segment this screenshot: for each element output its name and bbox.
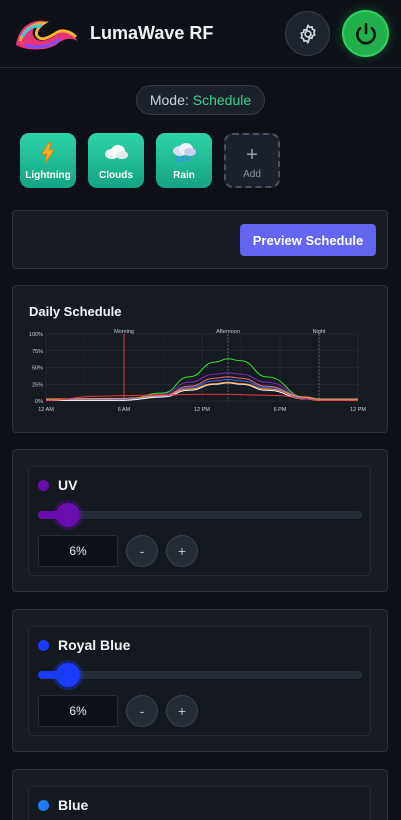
royal-blue-value-field[interactable]: 6% xyxy=(38,695,118,727)
royal-blue-slider-fill xyxy=(38,671,68,679)
y-tick-label: 100% xyxy=(29,332,43,338)
rain-icon xyxy=(173,143,196,162)
x-tick-label: 6 AM xyxy=(118,407,131,413)
blue-color-dot xyxy=(38,800,49,811)
lightning-label: Lightning xyxy=(25,170,71,181)
rain-label: Rain xyxy=(173,170,195,181)
schedule-card xyxy=(12,285,388,433)
rain-button[interactable]: Rain xyxy=(156,133,212,188)
series-line xyxy=(45,381,358,400)
y-tick-label: 75% xyxy=(32,349,43,355)
royal-blue-channel-name: Royal Blue xyxy=(58,637,131,653)
series-line xyxy=(46,379,358,401)
plus-icon: + xyxy=(246,144,258,166)
uv-slider-fill xyxy=(38,511,68,519)
x-tick-label: 6 PM xyxy=(274,407,287,413)
period-marker-label: Morning xyxy=(114,329,134,335)
x-tick-label: 12 PM xyxy=(350,407,366,413)
mode-value: Schedule xyxy=(192,92,252,108)
uv-increment-button[interactable]: + xyxy=(166,535,198,567)
y-tick-label: 25% xyxy=(32,382,43,388)
power-button[interactable] xyxy=(342,10,389,57)
x-tick-label: 12 PM xyxy=(194,407,210,413)
lightning-button[interactable]: Lightning xyxy=(20,133,76,188)
add-effect-button[interactable]: + Add xyxy=(224,133,280,188)
app-header: LumaWave RF xyxy=(0,0,401,68)
x-tick-label: 12 AM xyxy=(38,407,54,413)
royal-blue-color-dot xyxy=(38,640,49,651)
period-marker-label: Night xyxy=(313,329,326,335)
period-marker-label: Afternoon xyxy=(216,329,240,335)
settings-button[interactable] xyxy=(285,11,330,56)
uv-slider[interactable] xyxy=(38,503,362,527)
uv-slider-thumb[interactable] xyxy=(56,503,80,527)
app-title: LumaWave RF xyxy=(90,23,214,43)
clouds-icon xyxy=(105,145,128,159)
blue-channel-name: Blue xyxy=(58,797,89,813)
add-label: Add xyxy=(243,169,261,180)
uv-color-dot xyxy=(38,480,49,491)
royal-blue-slider[interactable] xyxy=(38,663,362,687)
clouds-button[interactable]: Clouds xyxy=(88,133,144,188)
mode-label: Mode: xyxy=(149,92,189,108)
mode-indicator: Mode: Schedule xyxy=(136,85,265,115)
uv-channel-name: UV xyxy=(58,477,78,493)
y-tick-label: 50% xyxy=(32,366,43,372)
uv-value-field[interactable]: 6% xyxy=(38,535,118,567)
royal-blue-increment-button[interactable]: + xyxy=(166,695,198,727)
preview-schedule-button[interactable]: Preview Schedule xyxy=(240,224,376,256)
royal-blue-slider-thumb[interactable] xyxy=(56,663,80,687)
y-tick-label: 0% xyxy=(35,399,43,405)
uv-decrement-button[interactable]: - xyxy=(126,535,158,567)
daily-schedule-chart: 0% 25% 50% 75% 100% 12 AM 6 AM 12 PM 6 PM 12 PM Mo… xyxy=(29,329,366,413)
royal-blue-decrement-button[interactable]: - xyxy=(126,695,158,727)
power-icon xyxy=(355,22,376,44)
lightning-icon xyxy=(41,142,55,164)
schedule-title: Daily Schedule xyxy=(29,304,122,319)
wave-logo-icon xyxy=(16,20,78,50)
series-line xyxy=(45,393,358,401)
gear-icon xyxy=(299,23,316,44)
clouds-label: Clouds xyxy=(99,170,133,181)
blue-channel-panel xyxy=(28,786,371,820)
